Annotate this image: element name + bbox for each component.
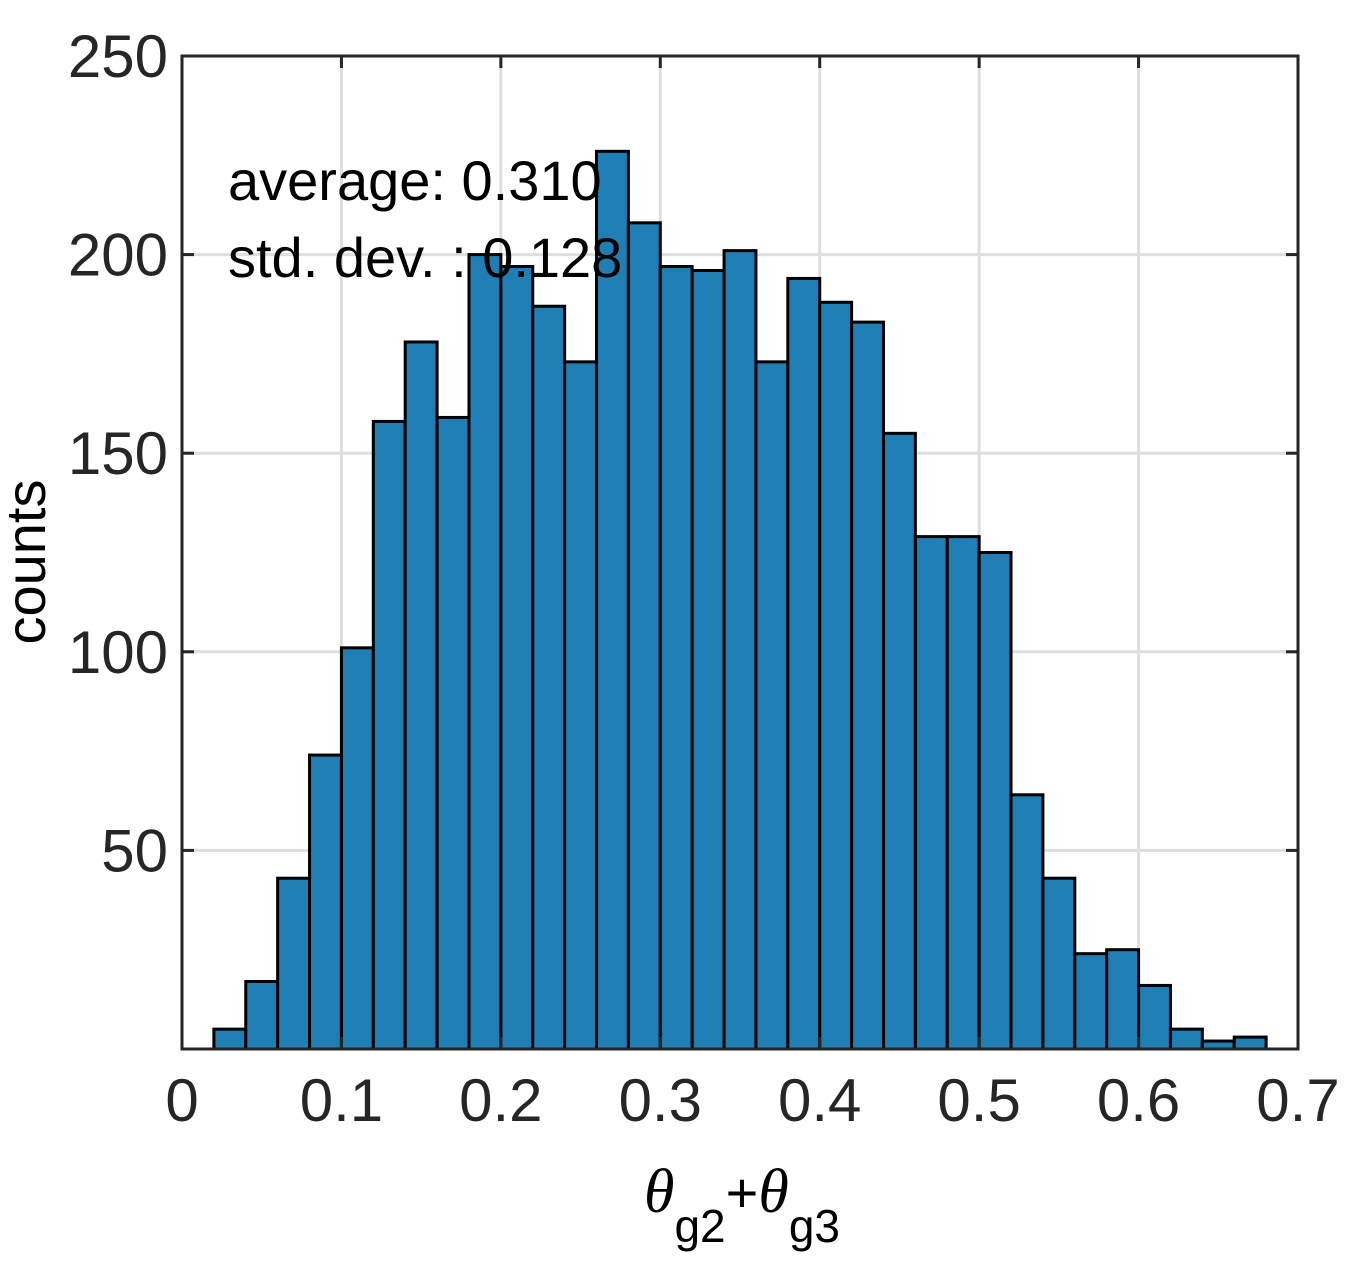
histogram-bar <box>754 360 790 1051</box>
histogram-bar <box>531 304 567 1051</box>
histogram-bar <box>1137 983 1172 1051</box>
x-tick-label: 0.7 <box>1256 1067 1339 1134</box>
histogram-bar <box>722 249 758 1051</box>
histogram-bar <box>435 415 471 1051</box>
x-axis-label: θg2+θg3 <box>644 1158 840 1252</box>
annotation-average: average: 0.310 <box>228 149 602 212</box>
histogram-bar <box>1232 1035 1268 1051</box>
histogram-bar <box>626 221 662 1051</box>
histogram-bar <box>371 419 407 1051</box>
axis-ticks: 0 0.1 0.2 0.3 0.4 0.5 0.6 0.7 50 100 150 200 250 <box>68 23 1340 1134</box>
x-tick-label: 0 <box>165 1067 198 1134</box>
y-tick-label: 100 <box>68 619 168 686</box>
annotation-std-dev: std. dev. : 0.128 <box>228 226 622 289</box>
x-tick-label: 0.4 <box>778 1067 861 1134</box>
x-label-theta-1: θ <box>644 1158 674 1226</box>
histogram-bar <box>1009 793 1045 1051</box>
histogram-bar <box>212 1027 248 1051</box>
histogram-bar <box>658 265 694 1051</box>
histogram-bar <box>1041 876 1077 1051</box>
x-label-sub-2: g3 <box>789 1200 840 1252</box>
histogram-bar <box>308 753 343 1051</box>
histogram-bar <box>913 535 949 1051</box>
histogram-bar <box>1105 948 1141 1051</box>
x-tick-label: 0.3 <box>619 1067 702 1134</box>
histogram-bar <box>563 360 599 1051</box>
x-label-theta-2: θ <box>758 1158 788 1226</box>
x-tick-label: 0.2 <box>459 1067 542 1134</box>
histogram-bar <box>786 276 822 1051</box>
y-tick-label: 150 <box>68 420 168 487</box>
histogram-bar <box>276 876 312 1051</box>
plot-frame <box>180 54 1300 1051</box>
histogram-bar <box>339 646 375 1051</box>
histogram-bars <box>212 149 1268 1051</box>
x-label-sub-1: g2 <box>674 1200 725 1252</box>
y-tick-label: 250 <box>68 23 168 90</box>
histogram-bar <box>1073 952 1109 1051</box>
histogram-bar <box>1168 1027 1204 1051</box>
histogram-bar <box>945 535 981 1051</box>
x-label-plus: + <box>726 1161 759 1224</box>
x-tick-label: 0.5 <box>937 1067 1020 1134</box>
histogram-bar <box>467 253 503 1051</box>
y-tick-label: 200 <box>68 222 168 289</box>
histogram-bar <box>818 300 854 1051</box>
x-tick-label: 0.6 <box>1097 1067 1180 1134</box>
histogram-bar <box>244 979 280 1051</box>
y-tick-label: 50 <box>101 817 168 884</box>
y-axis-label: counts <box>0 480 57 645</box>
histogram-bar <box>499 265 535 1051</box>
histogram-bar <box>690 268 726 1051</box>
histogram-bar <box>850 320 885 1051</box>
histogram-bar <box>881 431 917 1051</box>
histogram-bar <box>403 340 439 1051</box>
histogram-bar <box>977 551 1013 1051</box>
x-tick-label: 0.1 <box>300 1067 383 1134</box>
